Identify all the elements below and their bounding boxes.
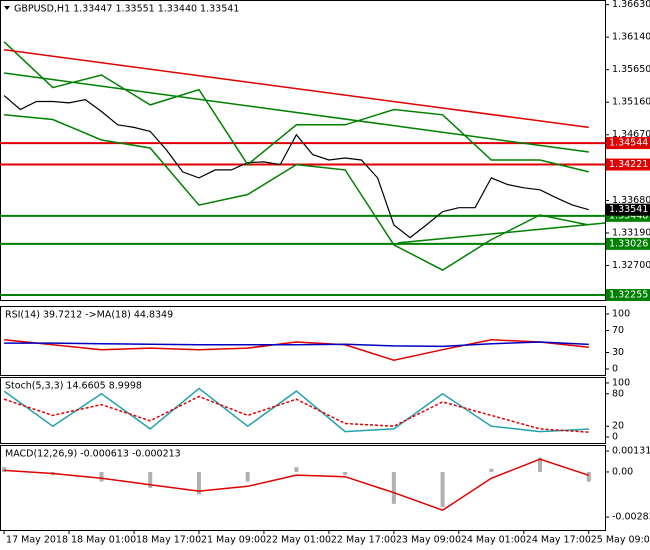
y-tick-label: 1.35650 xyxy=(612,64,650,75)
level-label: 1.34544 xyxy=(609,138,648,149)
level-box xyxy=(606,158,650,171)
panel-title: GBPUSD,H1 1.33447 1.33551 1.33440 1.3354… xyxy=(14,4,239,15)
y-tick-label: 1.33190 xyxy=(612,227,650,238)
y-tick-label: -0.002831 xyxy=(612,512,650,523)
series-line xyxy=(4,341,589,348)
title-bg xyxy=(4,447,182,459)
x-tick-label: 17 May 2018 xyxy=(6,535,68,546)
x-tick-label: 18 May 01:00 xyxy=(71,535,136,546)
level-box xyxy=(606,137,650,150)
menu-icon xyxy=(4,6,10,10)
x-tick-label: 25 May 09:00 xyxy=(591,535,650,546)
histogram-bar xyxy=(440,471,445,508)
y-tick-label: 0 xyxy=(612,364,618,375)
level-box xyxy=(606,289,650,302)
y-tick-label: 1.33680 xyxy=(612,195,650,206)
panel-title: Stoch(5,3,3) 14.6605 8.9998 xyxy=(5,381,142,392)
y-tick-label: 1.36140 xyxy=(612,32,650,43)
series-line xyxy=(4,49,589,129)
y-tick-label: 100 xyxy=(612,308,630,319)
y-tick-label: 70 xyxy=(612,325,624,336)
y-tick-label: 1.35160 xyxy=(612,97,650,108)
series-line xyxy=(397,222,606,244)
series-line xyxy=(4,339,589,361)
panel-frame xyxy=(0,445,606,531)
histogram-bar xyxy=(196,471,201,495)
panel-title: RSI(14) 39.7212 ->MA(18) 44.8349 xyxy=(5,310,173,321)
y-tick-label: 100 xyxy=(612,377,630,388)
title-bg xyxy=(4,379,143,391)
x-tick-label: 22 May 17:00 xyxy=(331,535,396,546)
price-label: 1.33541 xyxy=(609,204,648,215)
panel-title: MACD(12,26,9) -0.000613 -0.000213 xyxy=(5,449,181,460)
title-bg xyxy=(13,2,241,14)
y-tick-label: 30 xyxy=(612,347,624,358)
y-tick-label: 0 xyxy=(612,432,618,443)
series-line xyxy=(3,72,589,153)
histogram-bar xyxy=(538,457,543,472)
x-tick-label: 21 May 09:00 xyxy=(201,535,266,546)
histogram-bar xyxy=(245,471,250,482)
histogram-bar xyxy=(294,467,299,472)
y-tick-label: 20 xyxy=(612,421,624,432)
panel-frame xyxy=(0,0,606,301)
price-box xyxy=(606,203,650,216)
x-tick-label: 24 May 01:00 xyxy=(461,535,526,546)
panel-frame xyxy=(0,306,606,376)
histogram-bar xyxy=(2,467,7,472)
series-line xyxy=(3,395,589,433)
level-box xyxy=(606,237,650,250)
histogram-bar xyxy=(391,471,396,504)
x-tick-label: 24 May 17:00 xyxy=(526,535,591,546)
panel-frame xyxy=(0,377,606,444)
y-tick-label: 0.001316 xyxy=(612,445,650,456)
level-label: 1.33448 xyxy=(609,210,648,221)
y-tick-label: 0.00 xyxy=(612,466,633,477)
series-line xyxy=(4,114,589,271)
histogram-bar xyxy=(586,471,591,482)
level-label: 1.33026 xyxy=(609,238,648,249)
x-tick-label: 18 May 17:00 xyxy=(136,535,201,546)
y-tick-label: 80 xyxy=(612,388,624,399)
level-label: 1.32255 xyxy=(609,290,648,301)
series-line xyxy=(3,387,589,433)
series-line xyxy=(3,41,589,173)
x-tick-label: 22 May 01:00 xyxy=(266,535,331,546)
level-label: 1.34221 xyxy=(609,159,648,170)
series-line xyxy=(4,458,590,512)
series-line xyxy=(3,95,589,239)
histogram-bar xyxy=(148,471,153,488)
y-tick-label: 1.32700 xyxy=(612,260,650,271)
x-tick-label: 23 May 09:00 xyxy=(396,535,461,546)
y-tick-label: 1.34670 xyxy=(612,129,650,140)
title-bg xyxy=(4,308,175,320)
histogram-bar xyxy=(99,471,104,482)
y-tick-label: 1.36630 xyxy=(612,0,650,10)
histogram-bar xyxy=(489,468,494,472)
histogram-bar xyxy=(343,471,348,476)
